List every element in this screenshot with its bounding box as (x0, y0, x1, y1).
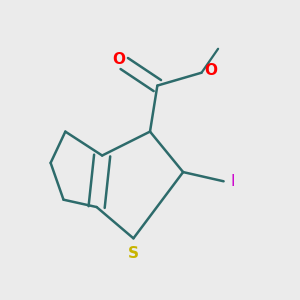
Text: O: O (205, 63, 218, 78)
Text: I: I (231, 174, 236, 189)
Text: O: O (112, 52, 125, 67)
Text: S: S (128, 246, 139, 261)
